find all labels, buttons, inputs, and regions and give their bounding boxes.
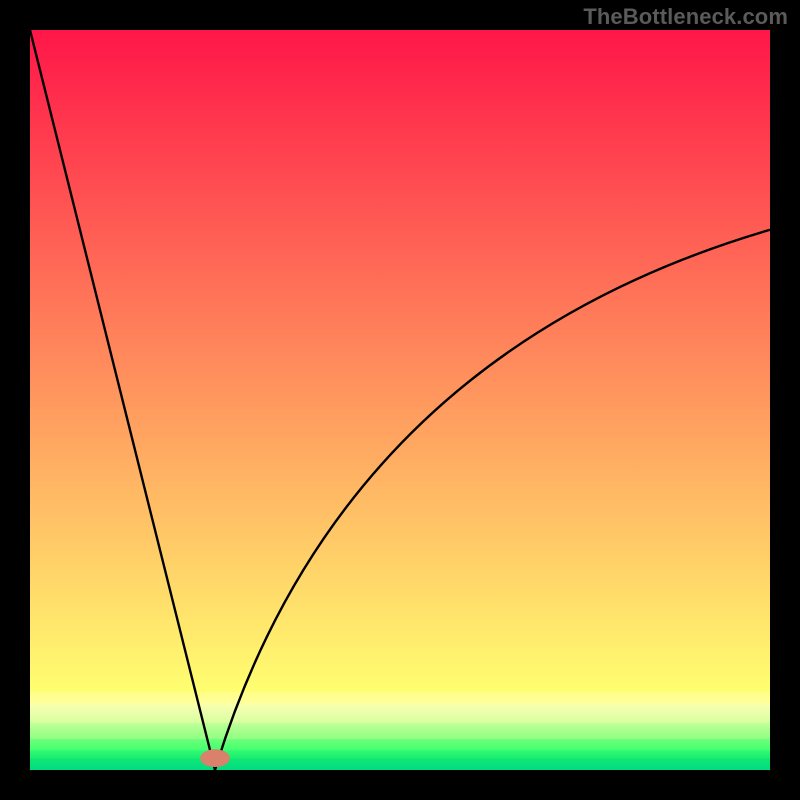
outer-frame: TheBottleneck.com [0,0,800,800]
gradient-background [30,30,770,770]
optimal-point-marker [200,749,230,767]
bottleneck-chart [30,30,770,770]
watermark-text: TheBottleneck.com [583,4,788,30]
